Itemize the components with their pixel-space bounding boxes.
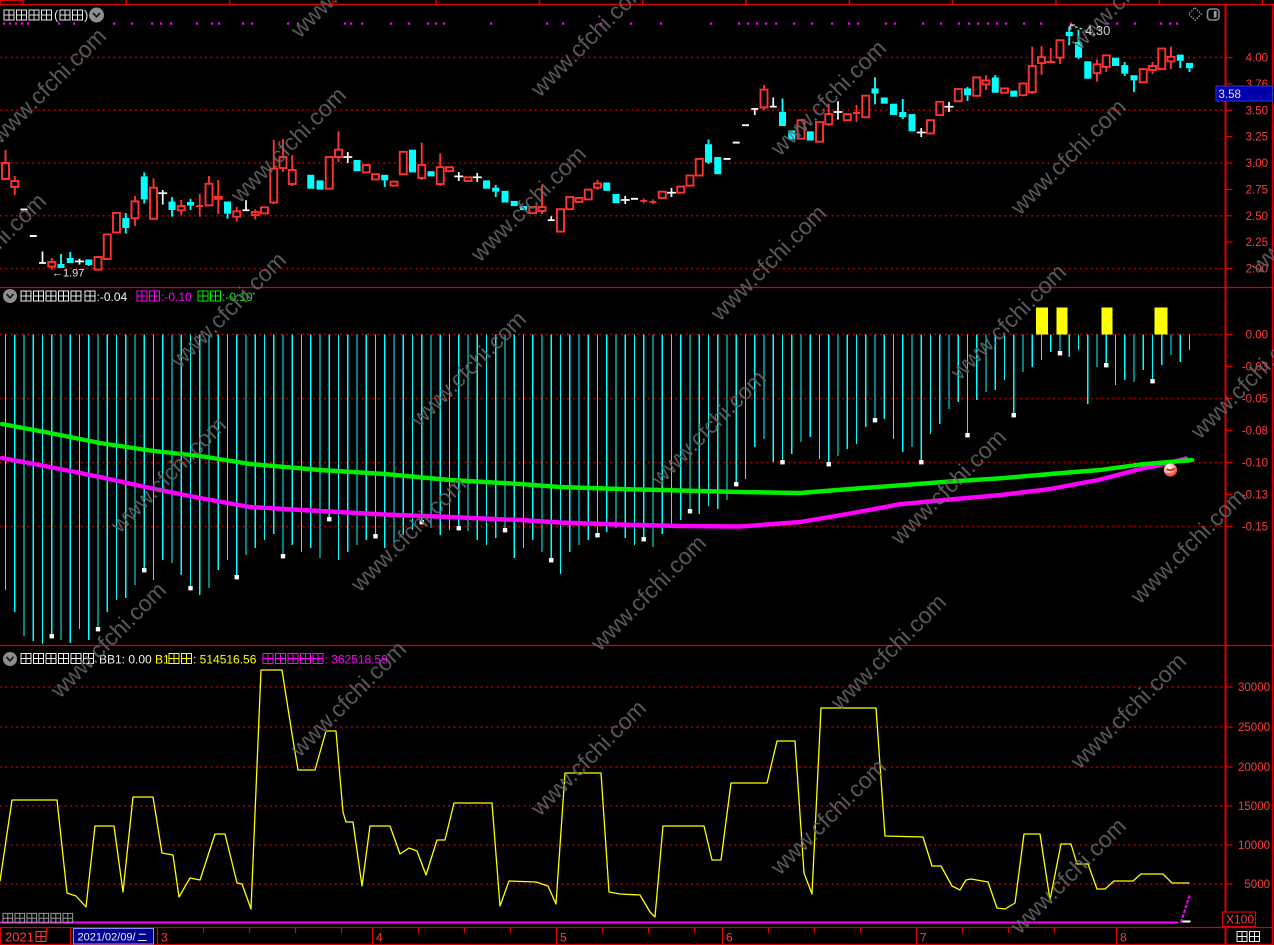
svg-text:6: 6 bbox=[726, 931, 733, 945]
svg-text:B1: B1 bbox=[155, 653, 170, 667]
svg-text:10000: 10000 bbox=[1238, 840, 1270, 852]
svg-text:-0.08: -0.08 bbox=[1242, 426, 1268, 438]
svg-text:8: 8 bbox=[1120, 931, 1127, 945]
svg-text:2.50: 2.50 bbox=[1246, 211, 1268, 223]
svg-text:15000: 15000 bbox=[1238, 801, 1270, 813]
svg-text:2021/02/09/: 2021/02/09/ bbox=[78, 932, 137, 944]
svg-text:4.00: 4.00 bbox=[1246, 53, 1268, 65]
svg-text:0.00: 0.00 bbox=[1246, 330, 1268, 342]
svg-text:20000: 20000 bbox=[1238, 762, 1270, 774]
svg-text:2.25: 2.25 bbox=[1246, 237, 1268, 249]
svg-text::-0.10: :-0.10 bbox=[222, 290, 253, 304]
svg-text:3.50: 3.50 bbox=[1246, 105, 1268, 117]
svg-text:BB1: 0.00: BB1: 0.00 bbox=[99, 653, 152, 667]
svg-text:-0.15: -0.15 bbox=[1242, 522, 1268, 534]
svg-text:-0.10: -0.10 bbox=[1242, 458, 1268, 470]
svg-text:←1.97: ←1.97 bbox=[52, 268, 84, 280]
svg-text:3: 3 bbox=[161, 931, 168, 945]
svg-text:: 362518.59: : 362518.59 bbox=[325, 653, 389, 667]
svg-text:30000: 30000 bbox=[1238, 682, 1270, 694]
svg-text:-0.05: -0.05 bbox=[1242, 394, 1268, 406]
svg-text:3.58: 3.58 bbox=[1219, 89, 1241, 101]
svg-text::-0.04: :-0.04 bbox=[97, 290, 128, 304]
svg-text:-0.03: -0.03 bbox=[1242, 362, 1268, 374]
svg-text:4.30: 4.30 bbox=[1085, 23, 1110, 38]
svg-text:2.75: 2.75 bbox=[1246, 184, 1268, 196]
svg-text:5000: 5000 bbox=[1244, 879, 1270, 891]
svg-text:4: 4 bbox=[376, 931, 383, 945]
svg-text:5: 5 bbox=[560, 931, 567, 945]
svg-text:X100: X100 bbox=[1226, 913, 1254, 927]
svg-text:2021: 2021 bbox=[5, 930, 34, 945]
svg-text:3.00: 3.00 bbox=[1246, 158, 1268, 170]
svg-text:: 514516.56: : 514516.56 bbox=[193, 653, 257, 667]
svg-text:3.25: 3.25 bbox=[1246, 132, 1268, 144]
svg-text:(: ( bbox=[54, 8, 59, 23]
svg-text:): ) bbox=[84, 8, 88, 23]
svg-text::-0.10: :-0.10 bbox=[161, 290, 192, 304]
svg-text:2.00: 2.00 bbox=[1246, 264, 1268, 276]
svg-text:-0.13: -0.13 bbox=[1242, 490, 1268, 502]
svg-text:7: 7 bbox=[920, 931, 927, 945]
svg-text:25000: 25000 bbox=[1238, 722, 1270, 734]
